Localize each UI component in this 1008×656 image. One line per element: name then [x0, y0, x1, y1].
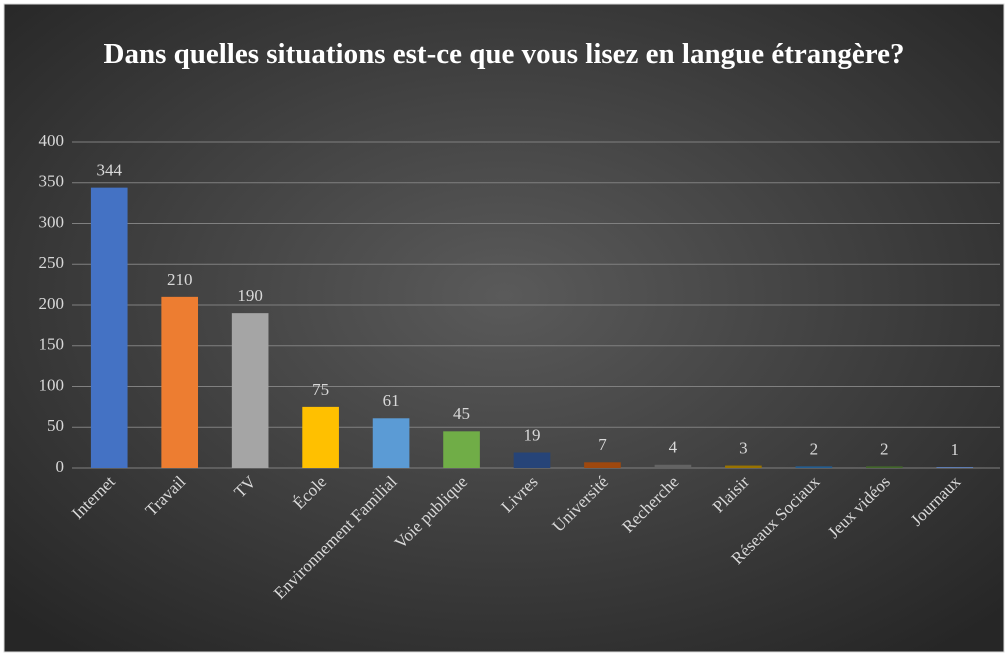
- y-tick-label: 300: [39, 212, 65, 231]
- value-label: 190: [237, 286, 263, 305]
- value-label: 75: [312, 380, 329, 399]
- bar: [161, 296, 199, 468]
- value-label: 19: [524, 425, 541, 444]
- value-label: 61: [383, 391, 400, 410]
- bar: [725, 465, 762, 468]
- y-tick-label: 0: [56, 457, 65, 476]
- y-tick-label: 350: [39, 172, 65, 191]
- bar: [372, 418, 410, 468]
- bar: [302, 406, 339, 468]
- bar: [231, 313, 269, 468]
- bar: [443, 431, 480, 468]
- value-label: 45: [453, 404, 470, 423]
- chart-title: Dans quelles situations est-ce que vous …: [103, 38, 905, 70]
- bar: [865, 466, 903, 468]
- value-label: 2: [810, 439, 819, 458]
- y-tick-label: 400: [39, 131, 65, 150]
- value-label: 3: [739, 438, 748, 457]
- y-tick-label: 100: [39, 375, 65, 394]
- value-label: 2: [880, 439, 889, 458]
- chart-background: [3, 3, 1005, 653]
- y-tick-label: 150: [39, 335, 65, 354]
- value-label: 4: [669, 438, 678, 457]
- value-label: 344: [96, 161, 122, 180]
- bar: [654, 464, 692, 468]
- value-label: 210: [167, 270, 193, 289]
- y-tick-label: 200: [39, 294, 65, 313]
- bar: [795, 466, 833, 468]
- value-label: 1: [951, 440, 960, 459]
- y-tick-label: 50: [47, 416, 64, 435]
- bar: [90, 187, 128, 468]
- bar: [513, 452, 551, 468]
- y-tick-label: 250: [39, 253, 65, 272]
- value-label: 7: [598, 435, 607, 454]
- bar: [936, 467, 974, 468]
- bar: [584, 462, 621, 468]
